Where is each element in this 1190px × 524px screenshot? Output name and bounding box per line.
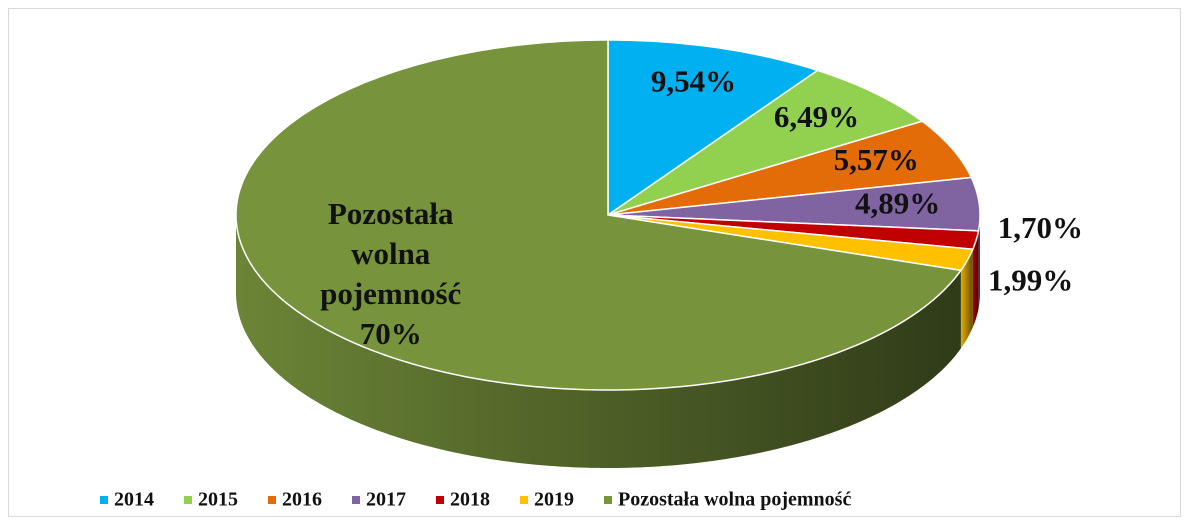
legend-swatch	[268, 496, 276, 504]
legend-label: 2018	[450, 489, 490, 511]
legend-swatch	[100, 496, 108, 504]
slice-label: 1,70%	[998, 210, 1083, 245]
slice-category: Pozostała wolna pojemność	[320, 195, 462, 311]
slice	[607, 39, 820, 217]
slice-value: 70%	[359, 315, 422, 351]
slice-side-shade	[236, 215, 961, 468]
legend-label: 2016	[282, 489, 322, 511]
slice-label: Pozostała wolna pojemność 70%	[296, 194, 486, 354]
slice-label: 9,54%	[651, 64, 736, 99]
slice-side-shade	[972, 230, 979, 328]
slice-label: 4,89%	[855, 186, 940, 221]
slice	[607, 176, 981, 232]
legend-label: 2019	[534, 489, 574, 511]
legend-swatch	[604, 496, 612, 504]
legend-label: 2015	[198, 489, 238, 511]
legend-label: 2014	[114, 489, 154, 511]
frame	[8, 8, 1181, 517]
slice-side-shade	[960, 249, 973, 349]
slice	[607, 120, 973, 216]
slice	[235, 39, 963, 391]
legend-swatch	[184, 496, 192, 504]
legend-swatch	[352, 496, 360, 504]
legend-label: Pozostała wolna pojemność	[618, 489, 851, 511]
slice-side-shade	[978, 215, 980, 309]
legend-swatch	[520, 496, 528, 504]
slice	[607, 69, 924, 216]
legend-label: 2017	[366, 489, 406, 511]
legend-swatch	[436, 496, 444, 504]
slice-label: 6,49%	[774, 99, 859, 134]
slice-label: 5,57%	[834, 142, 919, 177]
slice-label: 1,99%	[988, 262, 1073, 297]
